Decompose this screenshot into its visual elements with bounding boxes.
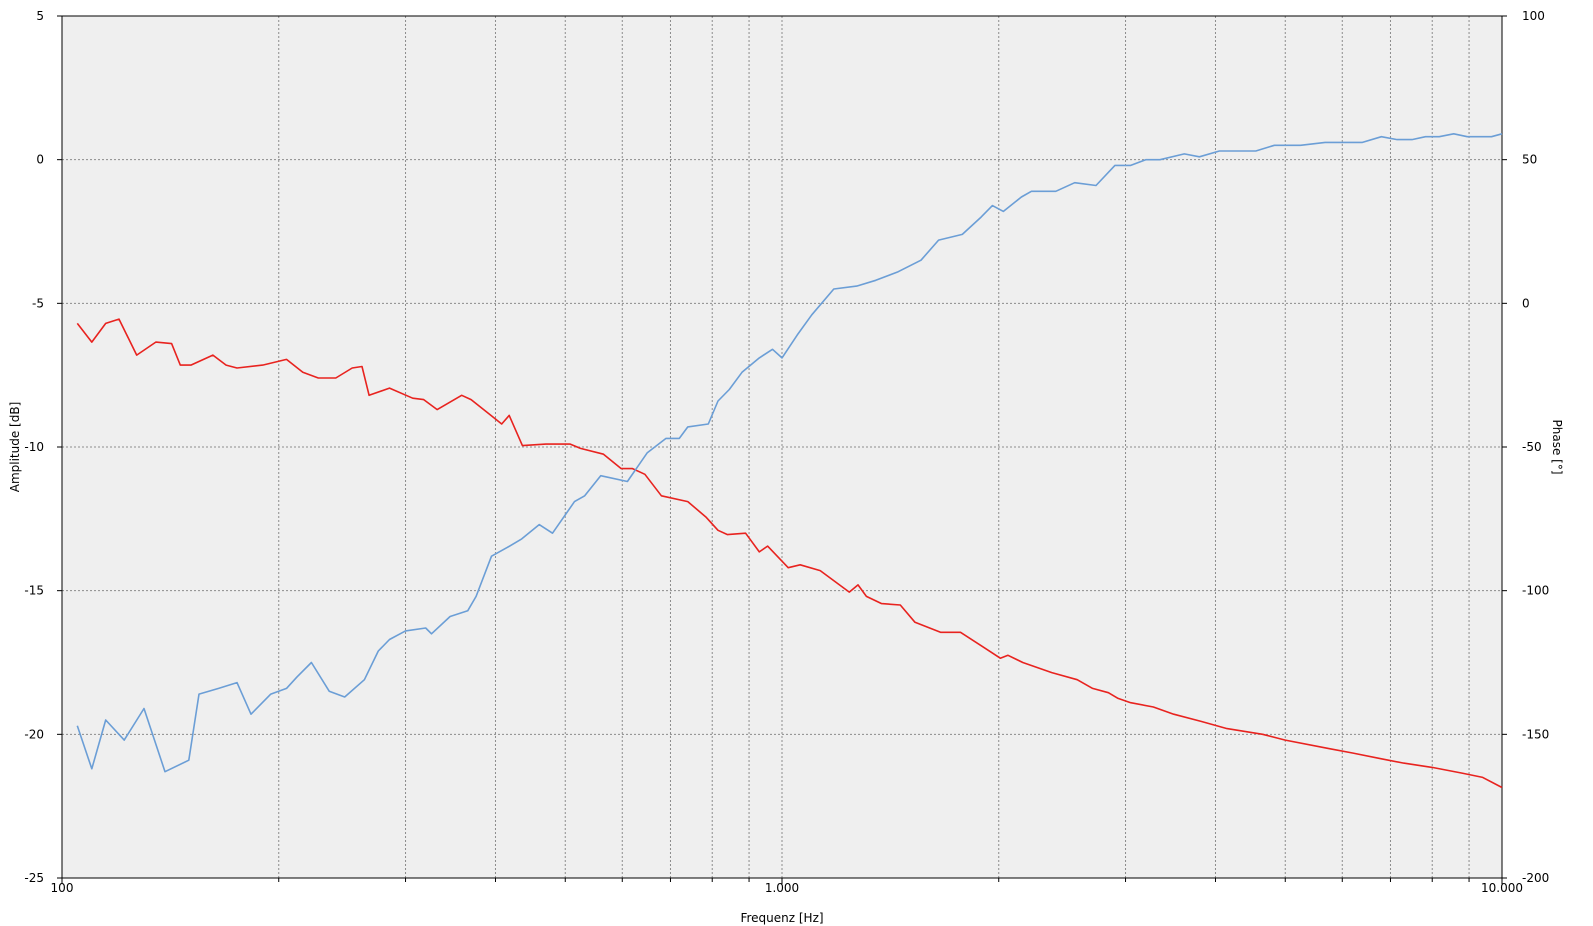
y-tick-label: -20 — [24, 727, 44, 741]
y-tick-label: 5 — [36, 9, 44, 23]
phase-series-line — [76, 133, 1503, 773]
y2-axis-title: Phase [°] — [1550, 419, 1564, 474]
amplitude-series-line — [76, 318, 1503, 789]
y-tick-label: -25 — [24, 871, 44, 885]
axis-ticks: 100 1.000 10.00050-5-10-15-20-25100500-50-… — [24, 9, 1549, 895]
y2-tick-label: -100 — [1522, 584, 1549, 598]
series-layer — [76, 133, 1503, 789]
y2-tick-label: 50 — [1522, 153, 1537, 167]
x-tick-label: 10.000 — [1481, 881, 1523, 895]
y-tick-label: -10 — [24, 440, 44, 454]
x-tick-label: 1.000 — [765, 881, 799, 895]
y-tick-label: -15 — [24, 584, 44, 598]
y2-tick-label: -200 — [1522, 871, 1549, 885]
grid — [62, 16, 1502, 878]
y2-tick-label: -50 — [1522, 440, 1542, 454]
y-tick-label: -5 — [32, 296, 44, 310]
y2-tick-label: -150 — [1522, 727, 1549, 741]
y2-tick-label: 100 — [1522, 9, 1545, 23]
y-axis-title: Amplitude [dB] — [8, 402, 22, 493]
x-tick-label: 100 — [51, 881, 74, 895]
x-axis-title: Frequenz [Hz] — [740, 911, 823, 925]
y2-tick-label: 0 — [1522, 296, 1530, 310]
y-tick-label: 0 — [36, 153, 44, 167]
